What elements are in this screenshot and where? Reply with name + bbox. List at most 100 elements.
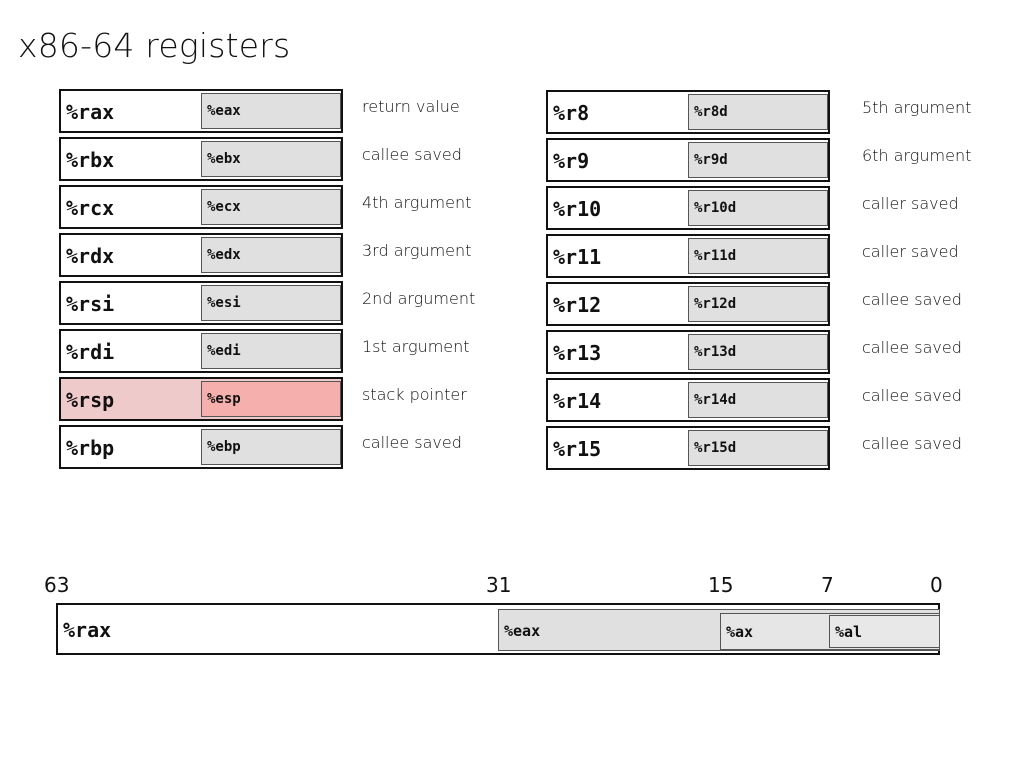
register-role: stack pointer (362, 385, 467, 404)
register-box: %rax %eax (59, 89, 343, 133)
bit-label-15: 15 (708, 573, 734, 597)
register-row: %rax %eax return value (59, 89, 502, 133)
register-32-box: %edx (201, 237, 341, 273)
register-32-box: %r12d (688, 286, 828, 322)
register-32-box: %r10d (688, 190, 828, 226)
register-row: %r14 %r14d callee saved (546, 378, 1002, 422)
bit-label-31: 31 (486, 573, 512, 597)
register-64-name: %rdx (66, 244, 115, 268)
register-row: %rdi %edi 1st argument (59, 329, 502, 373)
register-64-name: %rcx (66, 196, 115, 220)
register-64-name: %r8 (553, 101, 590, 125)
register-row: %r12 %r12d callee saved (546, 282, 1002, 326)
rax-label: %rax (63, 618, 112, 642)
register-32-box: %r13d (688, 334, 828, 370)
register-row: %rsp %esp stack pointer (59, 377, 502, 421)
register-64-name: %r13 (553, 341, 602, 365)
register-box: %rbp %ebp (59, 425, 343, 469)
register-role: 5th argument (862, 98, 972, 117)
rax-bit-diagram: %rax %eax %ax %al (56, 603, 940, 655)
register-box: %r8 %r8d (546, 90, 830, 134)
register-role: caller saved (862, 242, 959, 261)
al-segment: %al (829, 615, 940, 648)
al-label: %al (835, 623, 863, 641)
register-32-name: %edx (207, 247, 241, 263)
register-64-name: %r11 (553, 245, 602, 269)
register-64-name: %r10 (553, 197, 602, 221)
register-box: %rcx %ecx (59, 185, 343, 229)
register-role: callee saved (862, 434, 962, 453)
register-box: %r9 %r9d (546, 138, 830, 182)
register-64-name: %r12 (553, 293, 602, 317)
register-box: %rdx %edx (59, 233, 343, 277)
register-role: 6th argument (862, 146, 972, 165)
register-64-name: %rax (66, 100, 115, 124)
register-box: %r12 %r12d (546, 282, 830, 326)
register-box: %r13 %r13d (546, 330, 830, 374)
register-role: callee saved (862, 290, 962, 309)
register-32-name: %r11d (694, 248, 737, 264)
register-row: %rbx %ebx callee saved (59, 137, 502, 181)
register-32-name: %r14d (694, 392, 737, 408)
bit-label-7: 7 (821, 573, 834, 597)
register-box: %r10 %r10d (546, 186, 830, 230)
register-role: 4th argument (362, 193, 472, 212)
register-32-name: %r9d (694, 152, 728, 168)
register-row: %r15 %r15d callee saved (546, 426, 1002, 470)
register-32-name: %esi (207, 295, 241, 311)
register-row: %r13 %r13d callee saved (546, 330, 1002, 374)
register-64-name: %rsi (66, 292, 115, 316)
register-box: %rdi %edi (59, 329, 343, 373)
register-32-box: %ebp (201, 429, 341, 465)
register-64-name: %r14 (553, 389, 602, 413)
page-title: x86-64 registers (18, 26, 291, 65)
register-row: %rdx %edx 3rd argument (59, 233, 502, 277)
register-32-name: %ebx (207, 151, 241, 167)
register-role: 2nd argument (362, 289, 476, 308)
register-32-box: %r11d (688, 238, 828, 274)
register-role: caller saved (862, 194, 959, 213)
bit-label-63: 63 (44, 573, 70, 597)
register-32-name: %eax (207, 103, 241, 119)
register-32-name: %edi (207, 343, 241, 359)
register-32-name: %r13d (694, 344, 737, 360)
register-row: %rcx %ecx 4th argument (59, 185, 502, 229)
register-role: return value (362, 97, 460, 116)
register-role: callee saved (862, 338, 962, 357)
register-32-box: %r9d (688, 142, 828, 178)
register-role: 1st argument (362, 337, 470, 356)
register-32-box: %esi (201, 285, 341, 321)
register-64-name: %rsp (66, 388, 115, 412)
register-32-name: %r15d (694, 440, 737, 456)
register-32-box: %r8d (688, 94, 828, 130)
register-32-box: %eax (201, 93, 341, 129)
register-32-box: %ebx (201, 141, 341, 177)
register-32-box: %esp (201, 381, 341, 417)
register-box: %rsp %esp (59, 377, 343, 421)
register-64-name: %rdi (66, 340, 115, 364)
register-32-name: %r8d (694, 104, 728, 120)
register-role: callee saved (862, 386, 962, 405)
register-32-box: %r14d (688, 382, 828, 418)
register-row: %r11 %r11d caller saved (546, 234, 1002, 278)
register-row: %r9 %r9d 6th argument (546, 138, 1002, 182)
ax-label: %ax (726, 623, 754, 641)
register-role: 3rd argument (362, 241, 472, 260)
register-row: %rbp %ebp callee saved (59, 425, 502, 469)
register-64-name: %r15 (553, 437, 602, 461)
register-box: %rbx %ebx (59, 137, 343, 181)
register-32-name: %ecx (207, 199, 241, 215)
register-role: callee saved (362, 433, 462, 452)
register-32-name: %r10d (694, 200, 737, 216)
register-box: %r15 %r15d (546, 426, 830, 470)
register-box: %r14 %r14d (546, 378, 830, 422)
register-64-name: %rbx (66, 148, 115, 172)
register-32-name: %r12d (694, 296, 737, 312)
register-32-box: %r15d (688, 430, 828, 466)
bit-label-0: 0 (930, 573, 943, 597)
eax-label: %eax (504, 622, 541, 640)
register-32-box: %ecx (201, 189, 341, 225)
register-row: %rsi %esi 2nd argument (59, 281, 502, 325)
register-32-name: %esp (207, 391, 241, 407)
register-role: callee saved (362, 145, 462, 164)
